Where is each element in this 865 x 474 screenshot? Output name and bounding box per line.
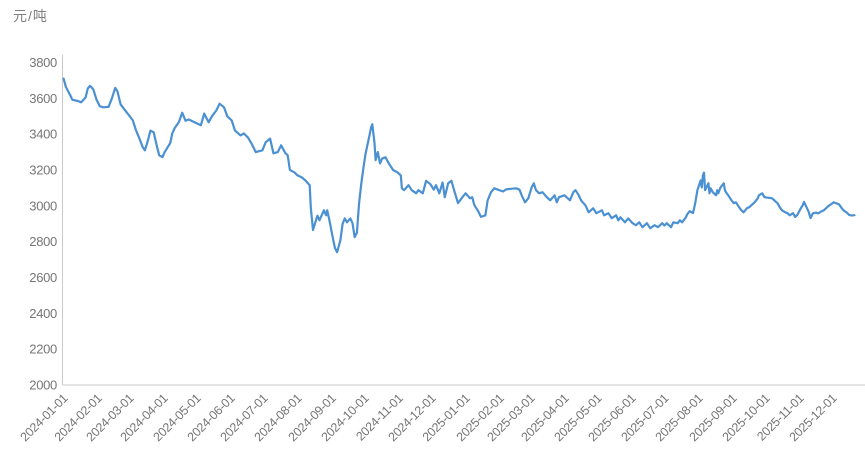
- y-tick-label: 3800: [29, 55, 57, 70]
- y-tick-label: 2000: [29, 378, 57, 393]
- y-tick-label: 3600: [29, 91, 57, 106]
- y-tick-label: 2400: [29, 306, 57, 321]
- y-tick-label: 3400: [29, 127, 57, 142]
- x-axis-tick-labels: 2024-01-012024-02-012024-03-012024-04-01…: [18, 391, 840, 444]
- y-tick-label: 2800: [29, 234, 57, 249]
- y-axis-unit-label: 元/吨: [13, 8, 48, 24]
- y-tick-label: 2200: [29, 342, 57, 357]
- y-tick-label: 2600: [29, 270, 57, 285]
- price-series: [62, 77, 856, 254]
- y-axis-tick-labels: 2000 2200 2400 2600 2800 3000 3200 3400 3600 3800: [29, 55, 57, 393]
- price-series-line: [62, 77, 856, 254]
- y-tick-label: 3200: [29, 163, 57, 178]
- y-tick-label: 3000: [29, 198, 57, 213]
- axes: [62, 55, 865, 386]
